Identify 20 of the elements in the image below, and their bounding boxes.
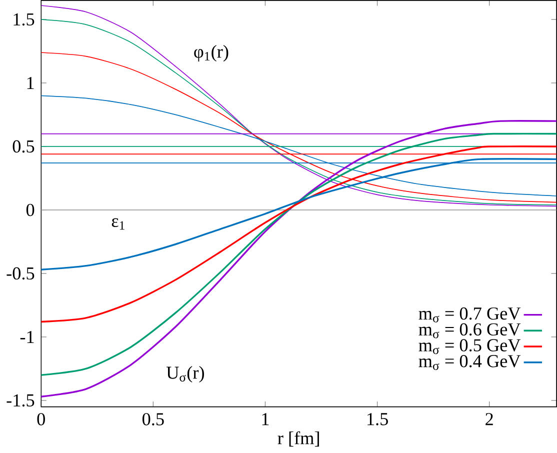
- y-tick-label: 0.5: [12, 140, 34, 153]
- annotation: U$_{σ}$(r): [166, 366, 204, 383]
- y-tick-label: 0: [26, 204, 34, 216]
- legend-label: m$_{σ}$ = 0.5 GeV: [418, 339, 521, 354]
- legend-label: m$_{σ}$ = 0.7 GeV: [418, 308, 521, 323]
- y-tick-label: 1.5: [14, 14, 34, 26]
- annotation: ε$_{1}$: [112, 218, 124, 230]
- legend-label: m$_{σ}$ = 0.4 GeV: [418, 355, 521, 370]
- y-tick-label: -0.5: [6, 267, 34, 280]
- x-tick-label: 0: [37, 413, 45, 426]
- y-tick-label: -1.5: [6, 394, 34, 407]
- x-tick-label: 1: [262, 413, 269, 426]
- x-tick-label: 0.5: [142, 413, 164, 426]
- legend-label: m$_{σ}$ = 0.6 GeV: [418, 323, 521, 338]
- annotation: φ$_{1}$(r): [194, 45, 228, 62]
- x-tick-label: 2: [486, 413, 493, 426]
- y-tick-label: 1: [27, 77, 34, 90]
- x-axis-title: r [fm]: [278, 432, 319, 447]
- x-tick-label: 1.5: [368, 413, 388, 426]
- y-tick-label: -1: [20, 331, 34, 344]
